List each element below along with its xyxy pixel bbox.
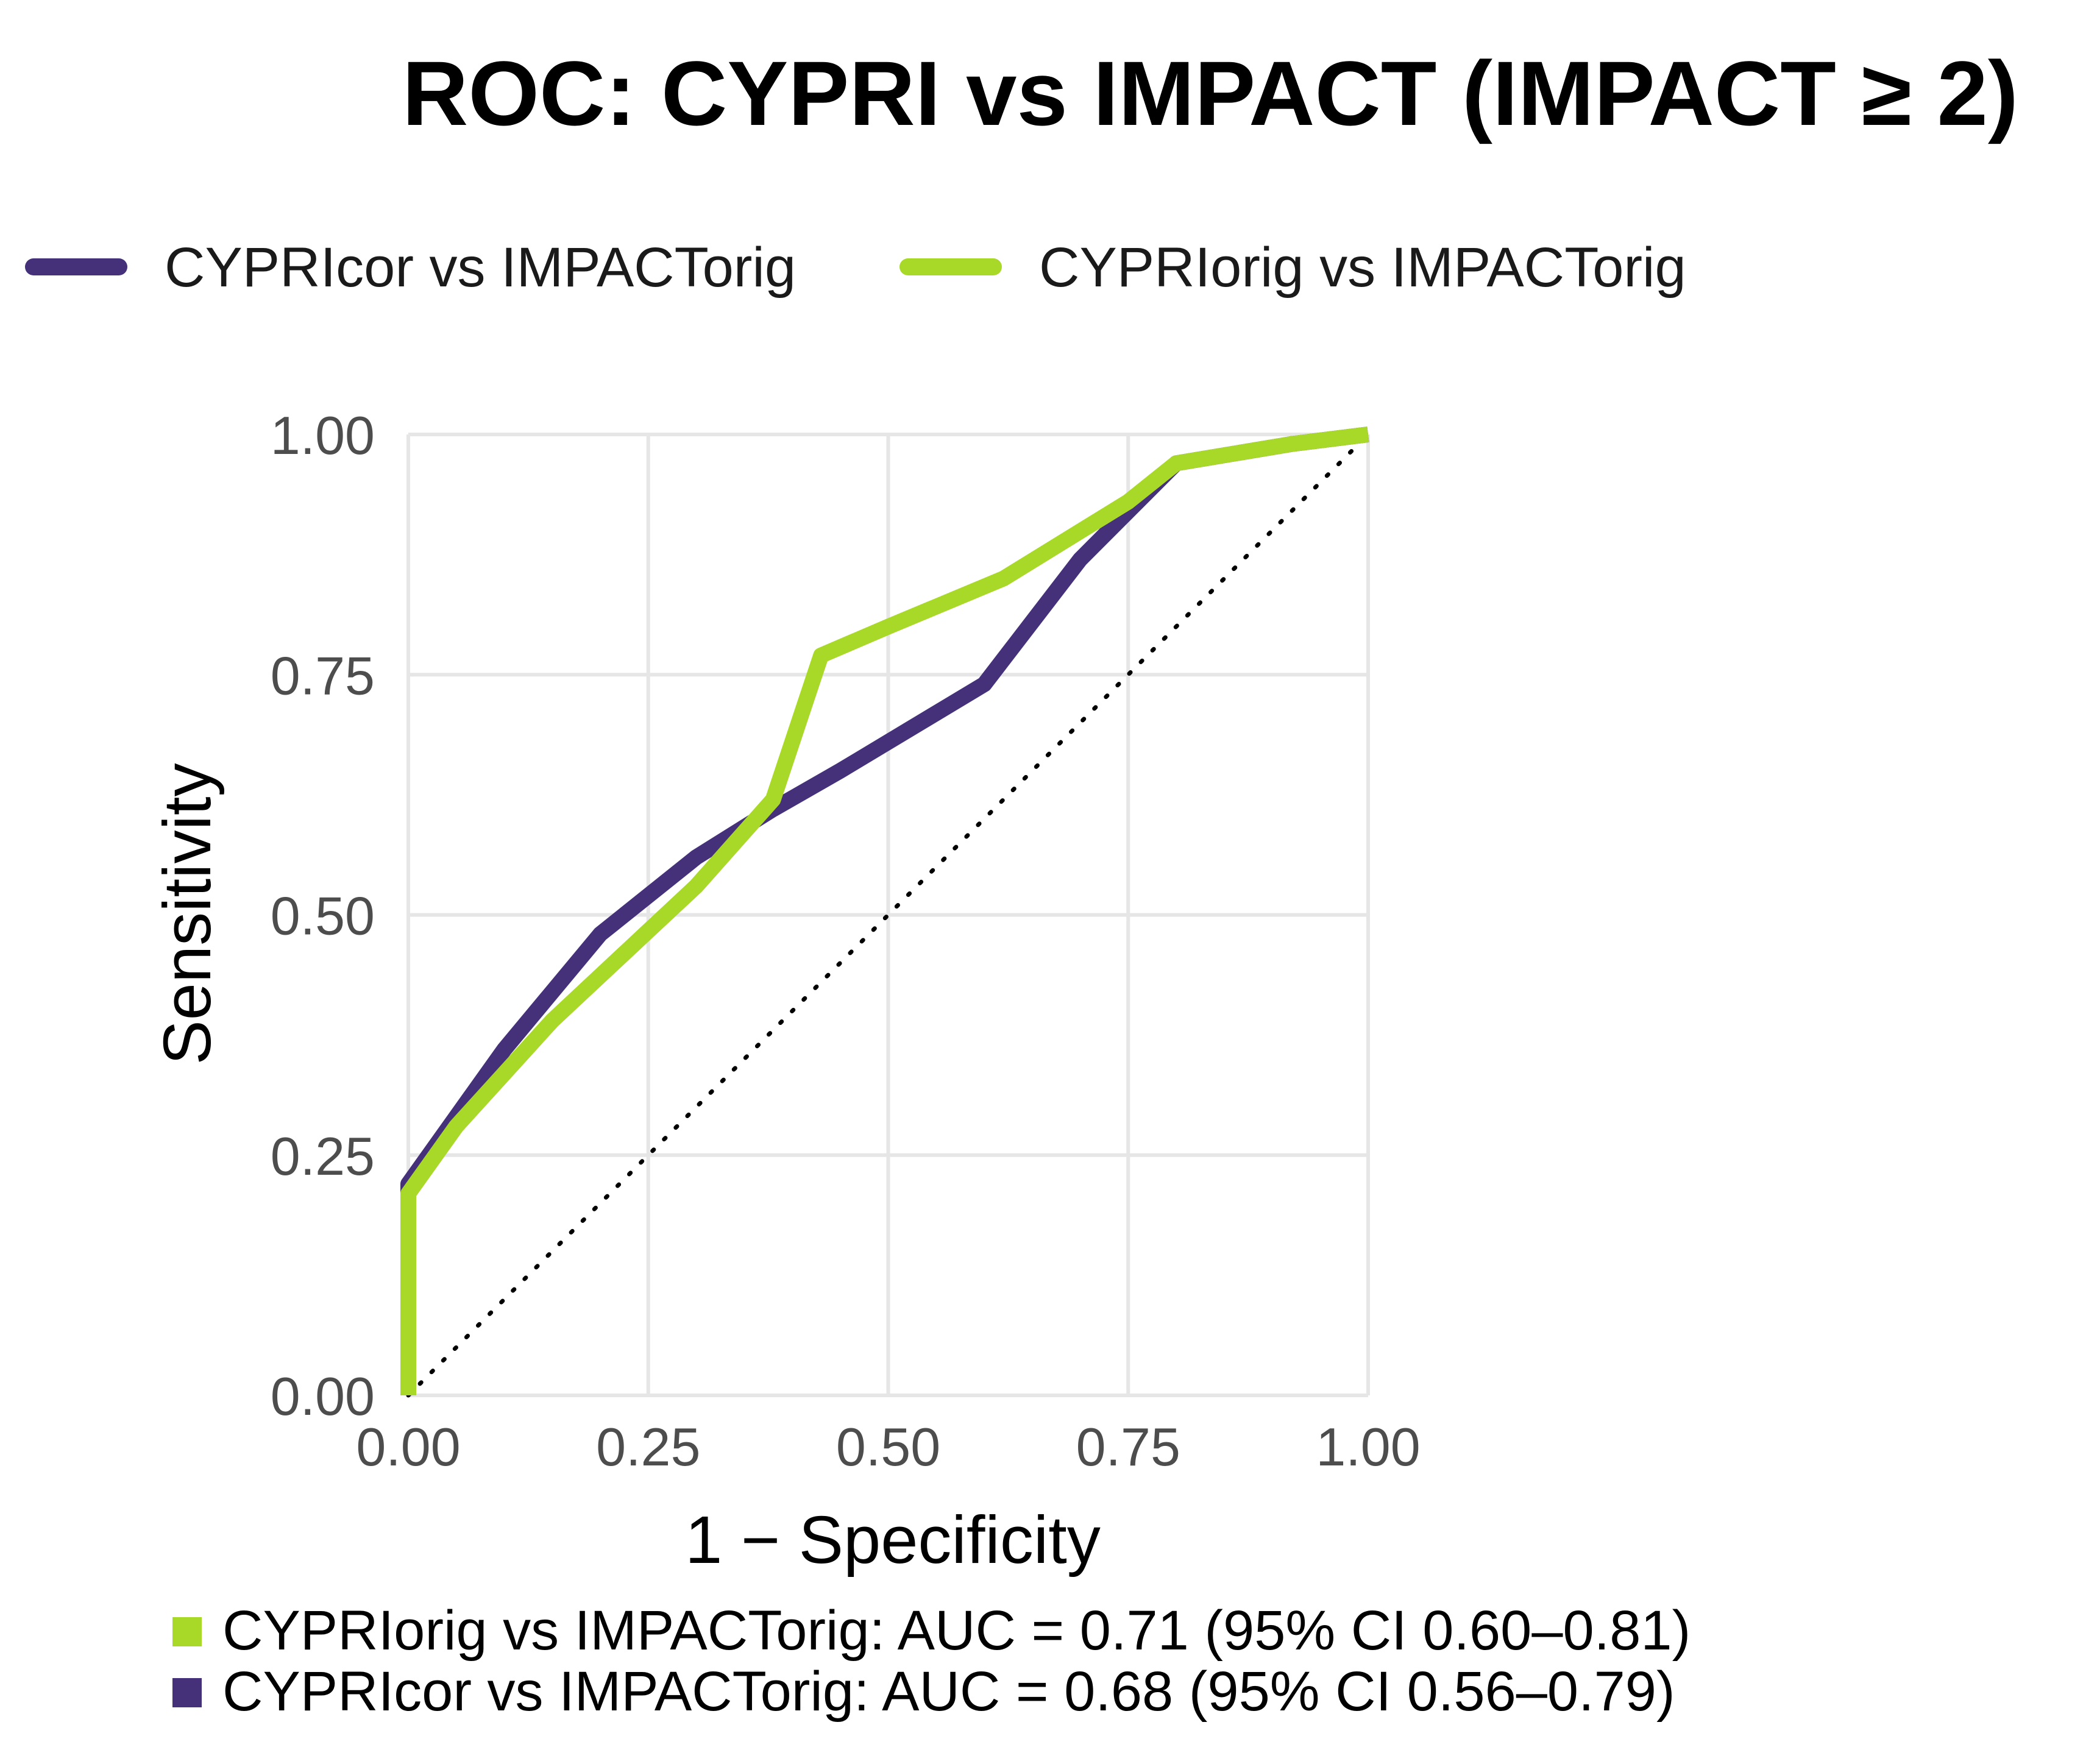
y-tick-label-3: 0.75 (271, 645, 375, 706)
y-axis-label: Sensitivity (150, 763, 225, 1064)
auc-text-cypriorig: CYPRIorig vs IMPACTorig: AUC = 0.71 (95%… (222, 1599, 1691, 1662)
legend-label-cypriorig: CYPRIorig vs IMPACTorig (1039, 236, 1686, 299)
tick-labels: 0.000.00 0.25 0.25 0.50 0.50 0.75 0.75 1.00 1.00 (271, 405, 1421, 1477)
y-tick-label-2: 0.50 (271, 886, 375, 946)
series-lines (400, 427, 1369, 1395)
auc-swatch-cypricor (172, 1678, 202, 1707)
x-tick-label-2: 0.50 (836, 1417, 940, 1477)
series-line-1 (400, 427, 1369, 1395)
chart-title: ROC: CYPRI vs IMPACT (IMPACT ≥ 2) (402, 42, 2018, 144)
y-tick-label-4: 1.00 (271, 405, 375, 466)
x-tick-label-0: 0.00 (356, 1417, 460, 1477)
legend-label-cypricor: CYPRIcor vs IMPACTorig (165, 236, 796, 299)
x-axis-label: 1 − Specificity (685, 1503, 1101, 1578)
x-tick-label-3: 0.75 (1076, 1417, 1180, 1477)
series-legend: CYPRIcor vs IMPACTorig CYPRIorig vs IMPA… (25, 236, 1686, 299)
y-tick-label-1: 0.25 (271, 1126, 375, 1186)
auc-text-cypricor: CYPRIcor vs IMPACTorig: AUC = 0.68 (95% … (222, 1660, 1675, 1723)
grid (406, 433, 1370, 1397)
y-tick-label-0: 0.00 (271, 1366, 375, 1426)
x-tick-label-4: 1.00 (1316, 1417, 1420, 1477)
auc-swatch-cypriorig (172, 1617, 202, 1646)
x-tick-label-1: 0.25 (596, 1417, 700, 1477)
auc-legend: CYPRIorig vs IMPACTorig: AUC = 0.71 (95%… (172, 1599, 1691, 1723)
